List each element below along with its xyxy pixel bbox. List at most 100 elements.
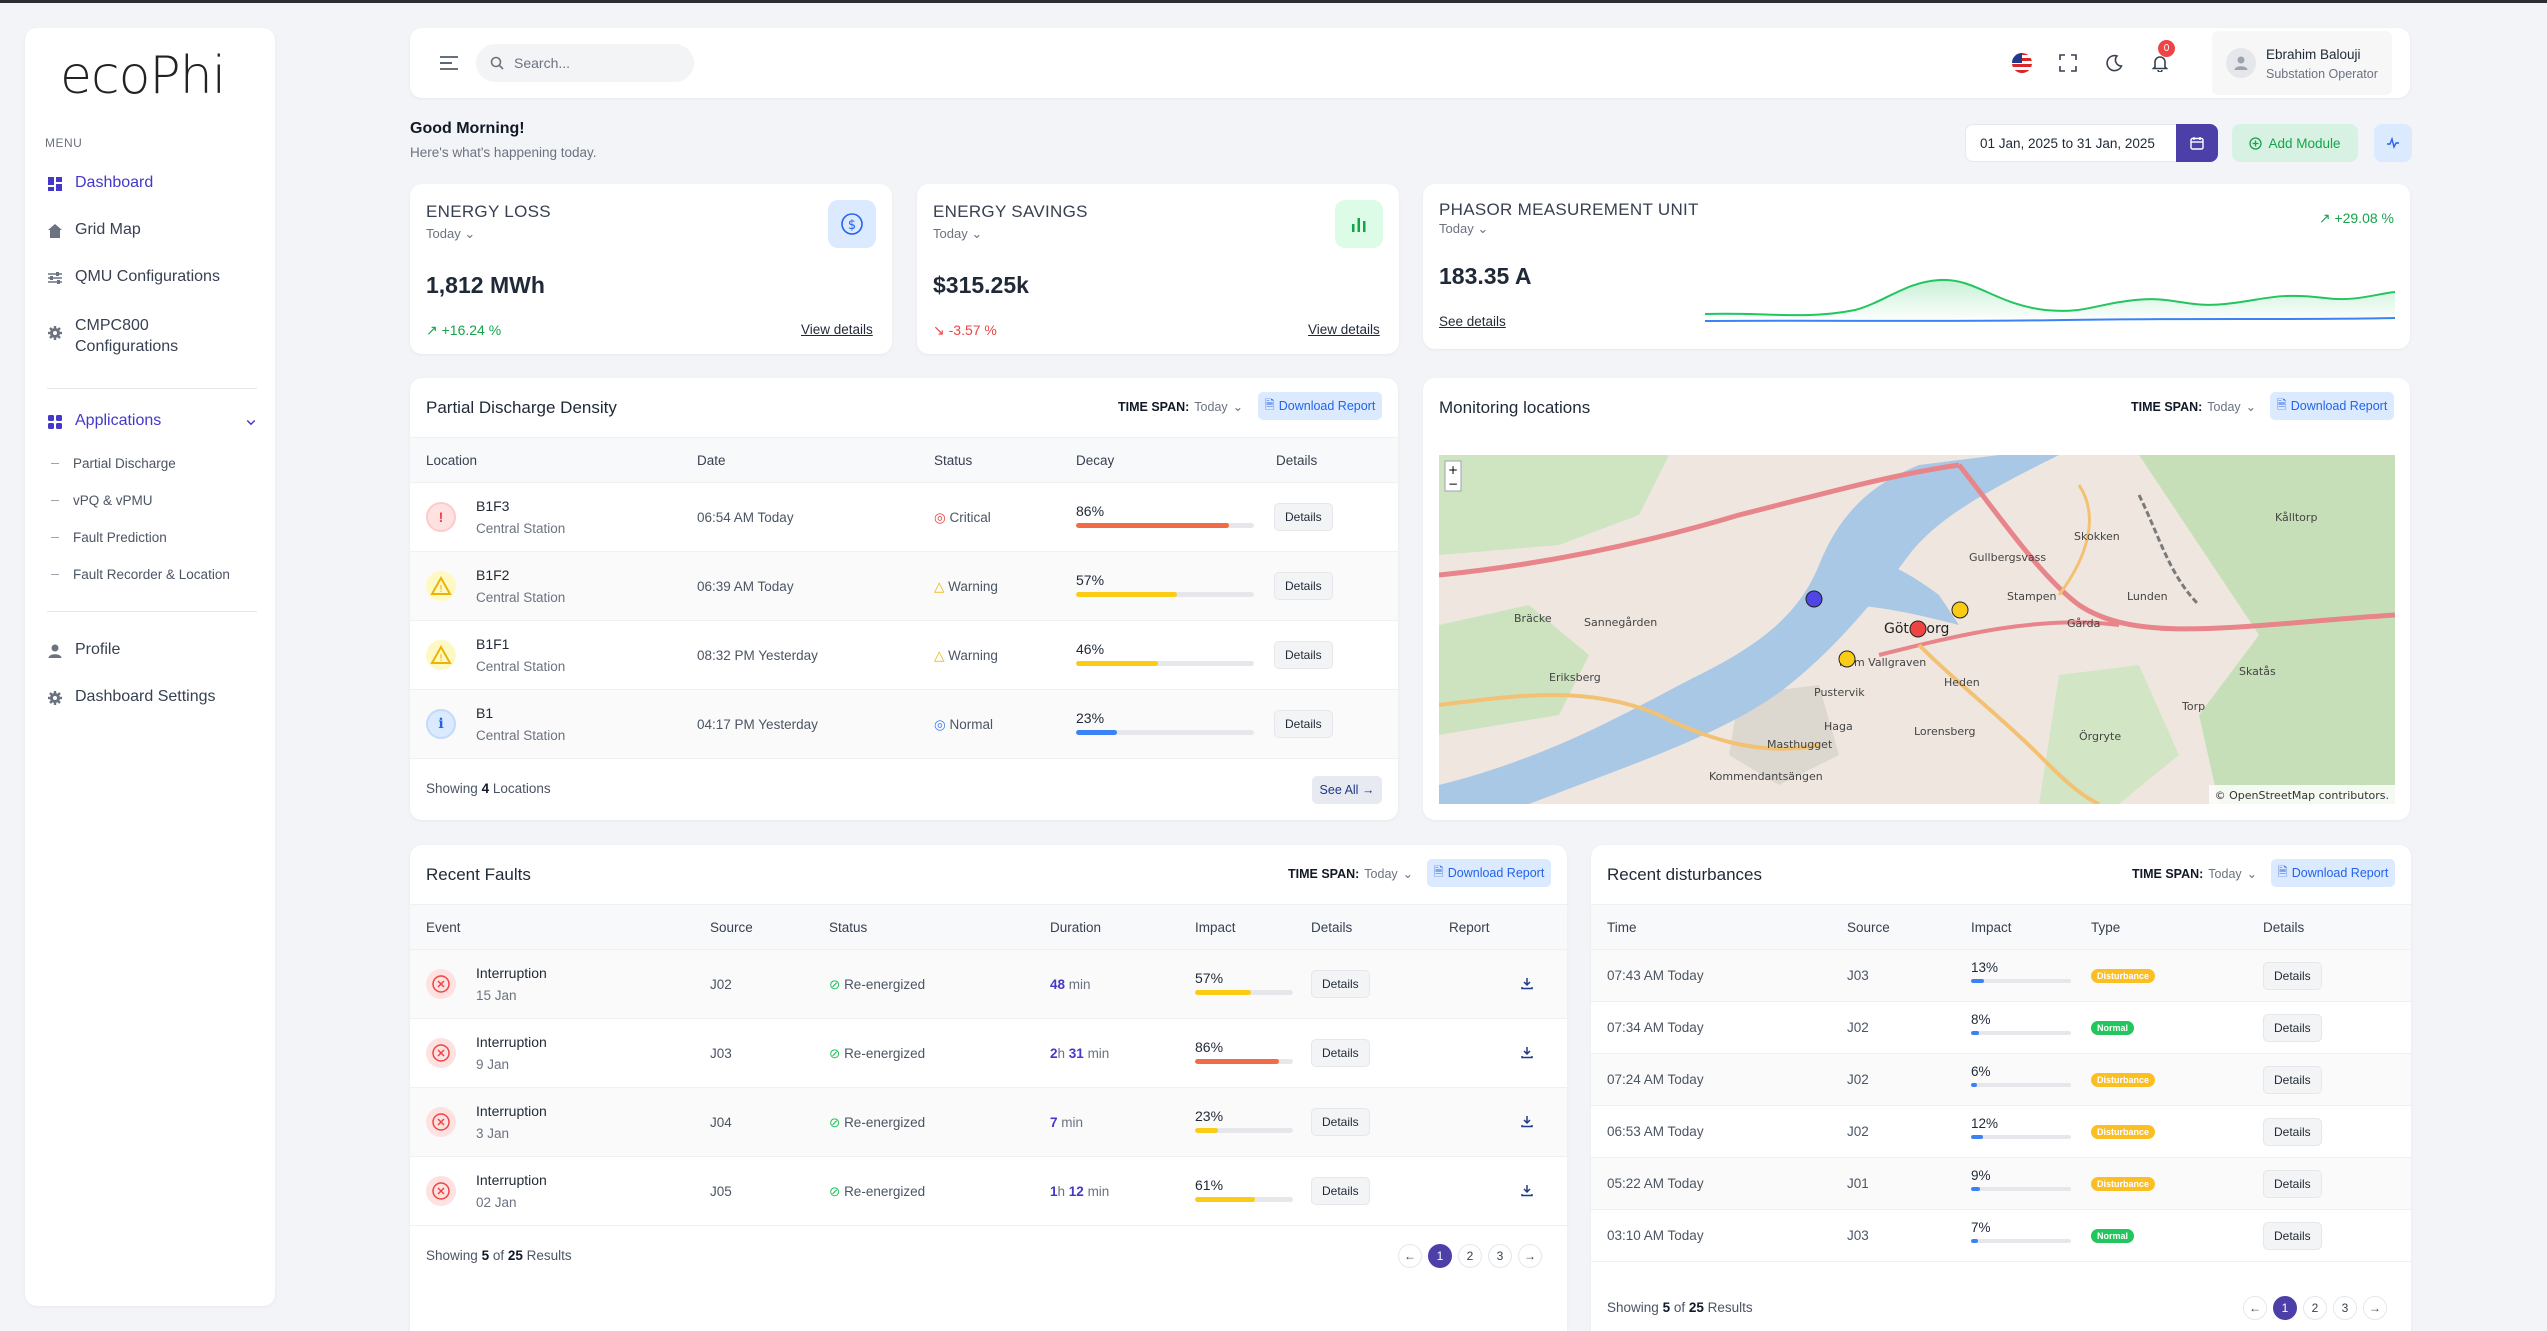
- pagination-page[interactable]: 3: [2333, 1296, 2357, 1320]
- language-flag-button[interactable]: [2007, 48, 2037, 78]
- details-button[interactable]: Details: [1311, 1039, 1370, 1067]
- map-park: [2039, 665, 2179, 804]
- download-icon[interactable]: [1520, 1183, 1534, 1202]
- details-button[interactable]: Details: [1274, 710, 1333, 738]
- city-map[interactable]: + − Bräcke Sannegården Eriksberg Götebor…: [1439, 455, 2395, 804]
- status-label: Re-energized: [844, 1115, 926, 1130]
- download-icon[interactable]: [1520, 1045, 1534, 1064]
- details-button[interactable]: Details: [1274, 641, 1333, 669]
- details-button[interactable]: Details: [2263, 962, 2322, 990]
- sidebar-subitem-partial-discharge[interactable]: Partial Discharge: [51, 456, 176, 471]
- download-report-button[interactable]: 🗎 Download Report: [1427, 859, 1551, 887]
- map-zoom-controls[interactable]: [1444, 460, 1462, 492]
- table-footer-summary: Showing 5 of 25 Results: [426, 1248, 572, 1263]
- download-report-button[interactable]: 🗎 Download Report: [2271, 859, 2395, 887]
- table-row: Interruption 02 Jan J05 ⊘ Re-energized 1…: [410, 1157, 1567, 1226]
- map-marker-critical[interactable]: [1909, 620, 1927, 638]
- details-button[interactable]: Details: [1311, 1177, 1370, 1205]
- menu-toggle-button[interactable]: [434, 48, 464, 78]
- pagination-next[interactable]: →: [2363, 1296, 2387, 1320]
- sidebar-item-dashboard-settings[interactable]: Dashboard Settings: [47, 688, 216, 706]
- trend-up-icon: ↗: [426, 322, 442, 338]
- details-button[interactable]: Details: [1274, 503, 1333, 531]
- map-marker-warning[interactable]: [1951, 601, 1969, 619]
- search-box[interactable]: [476, 44, 694, 82]
- row-time: 07:43 AM Today: [1607, 968, 1704, 983]
- kpi-delta-value: -3.57 %: [948, 322, 997, 338]
- user-menu[interactable]: Ebrahim Balouji Substation Operator: [2212, 31, 2392, 95]
- add-module-button[interactable]: Add Module: [2232, 124, 2358, 162]
- column-header: Decay: [1076, 453, 1115, 468]
- pagination-next[interactable]: →: [1518, 1244, 1542, 1268]
- download-report-button[interactable]: 🗎 Download Report: [2270, 392, 2394, 420]
- details-button[interactable]: Details: [2263, 1066, 2322, 1094]
- zoom-out-button[interactable]: −: [1448, 477, 1458, 491]
- details-button[interactable]: Details: [1311, 1108, 1370, 1136]
- kpi-delta-value: +29.08 %: [2334, 210, 2394, 226]
- time-span-dropdown[interactable]: TIME SPAN: Today ⌄: [1288, 866, 1413, 882]
- fullscreen-button[interactable]: [2053, 48, 2083, 78]
- details-button[interactable]: Details: [2263, 1014, 2322, 1042]
- period-dropdown[interactable]: Today ⌄: [933, 226, 982, 242]
- search-input[interactable]: [514, 55, 664, 71]
- pagination-page[interactable]: 2: [1458, 1244, 1482, 1268]
- zoom-in-button[interactable]: +: [1448, 463, 1458, 477]
- see-all-button[interactable]: See All →: [1312, 776, 1382, 804]
- sidebar-item-label: QMU Configurations: [75, 268, 220, 285]
- sidebar-item-grid-map[interactable]: Grid Map: [47, 221, 141, 239]
- sidebar-item-dashboard[interactable]: Dashboard: [47, 174, 153, 192]
- download-icon[interactable]: [1520, 976, 1534, 995]
- status-label: Re-energized: [844, 977, 926, 992]
- details-button[interactable]: Details: [1311, 970, 1370, 998]
- date-range-input[interactable]: 01 Jan, 2025 to 31 Jan, 2025: [1965, 124, 2177, 162]
- user-icon: [48, 644, 62, 658]
- view-details-link[interactable]: View details: [1308, 322, 1380, 337]
- svg-text:!: !: [439, 653, 443, 664]
- date-picker-button[interactable]: [2176, 124, 2218, 162]
- period-dropdown[interactable]: Today ⌄: [426, 226, 475, 242]
- kpi-delta-value: +16.24 %: [441, 322, 502, 338]
- pagination-page[interactable]: 2: [2303, 1296, 2327, 1320]
- impact-value: 6%: [1971, 1064, 1991, 1079]
- sidebar-item-label: Profile: [75, 641, 121, 658]
- time-span-dropdown[interactable]: TIME SPAN: Today ⌄: [2132, 866, 2257, 882]
- pagination-page[interactable]: 3: [1488, 1244, 1512, 1268]
- details-button[interactable]: Details: [2263, 1222, 2322, 1250]
- sidebar-item-applications[interactable]: Applications: [47, 412, 257, 430]
- sidebar-subitem-fault-recorder[interactable]: Fault Recorder & Location: [51, 567, 230, 582]
- time-span-dropdown[interactable]: TIME SPAN: Today ⌄: [2131, 399, 2256, 415]
- sidebar-item-qmu-configurations[interactable]: QMU Configurations: [47, 268, 220, 286]
- table-row: ! B1F2 Central Station 06:39 AM Today △ …: [410, 552, 1398, 621]
- pagination-page[interactable]: 1: [2273, 1296, 2297, 1320]
- us-flag-icon: [2012, 53, 2032, 73]
- map-place-label: Torp: [2181, 700, 2205, 713]
- see-details-link[interactable]: See details: [1439, 314, 1506, 329]
- type-badge: Normal: [2091, 1229, 2135, 1243]
- see-all-label: See All: [1319, 783, 1359, 797]
- activity-button[interactable]: [2374, 124, 2412, 162]
- period-value: Today: [426, 226, 461, 241]
- map-marker-normal[interactable]: [1805, 590, 1823, 608]
- details-button[interactable]: Details: [2263, 1170, 2322, 1198]
- view-details-link[interactable]: View details: [801, 322, 873, 337]
- sidebar-item-profile[interactable]: Profile: [47, 641, 120, 659]
- sidebar-subitem-vpq-vpmu[interactable]: vPQ & vPMU: [51, 493, 153, 508]
- pmu-card: PHASOR MEASUREMENT UNIT Today ⌄ 183.35 A…: [1423, 184, 2410, 349]
- monitoring-locations-card: Monitoring locations TIME SPAN: Today ⌄ 🗎 D…: [1423, 378, 2410, 820]
- details-button[interactable]: Details: [2263, 1118, 2322, 1146]
- map-marker-warning[interactable]: [1838, 650, 1856, 668]
- pagination-prev[interactable]: ←: [1398, 1244, 1422, 1268]
- dark-mode-button[interactable]: [2099, 48, 2129, 78]
- details-button[interactable]: Details: [1274, 572, 1333, 600]
- time-span-dropdown[interactable]: TIME SPAN: Today ⌄: [1118, 399, 1243, 415]
- download-report-button[interactable]: 🗎 Download Report: [1258, 392, 1382, 420]
- time-span-label: TIME SPAN:: [1118, 399, 1190, 414]
- sidebar-item-label: Applications: [75, 412, 162, 429]
- sidebar-subitem-fault-prediction[interactable]: Fault Prediction: [51, 530, 167, 545]
- period-dropdown[interactable]: Today ⌄: [1439, 221, 1488, 237]
- notifications-button[interactable]: [2145, 48, 2175, 78]
- sidebar-item-cmpc800-configurations[interactable]: CMPC800 Configurations: [47, 315, 197, 357]
- download-icon[interactable]: [1520, 1114, 1534, 1133]
- pagination-page[interactable]: 1: [1428, 1244, 1452, 1268]
- pagination-prev[interactable]: ←: [2243, 1296, 2267, 1320]
